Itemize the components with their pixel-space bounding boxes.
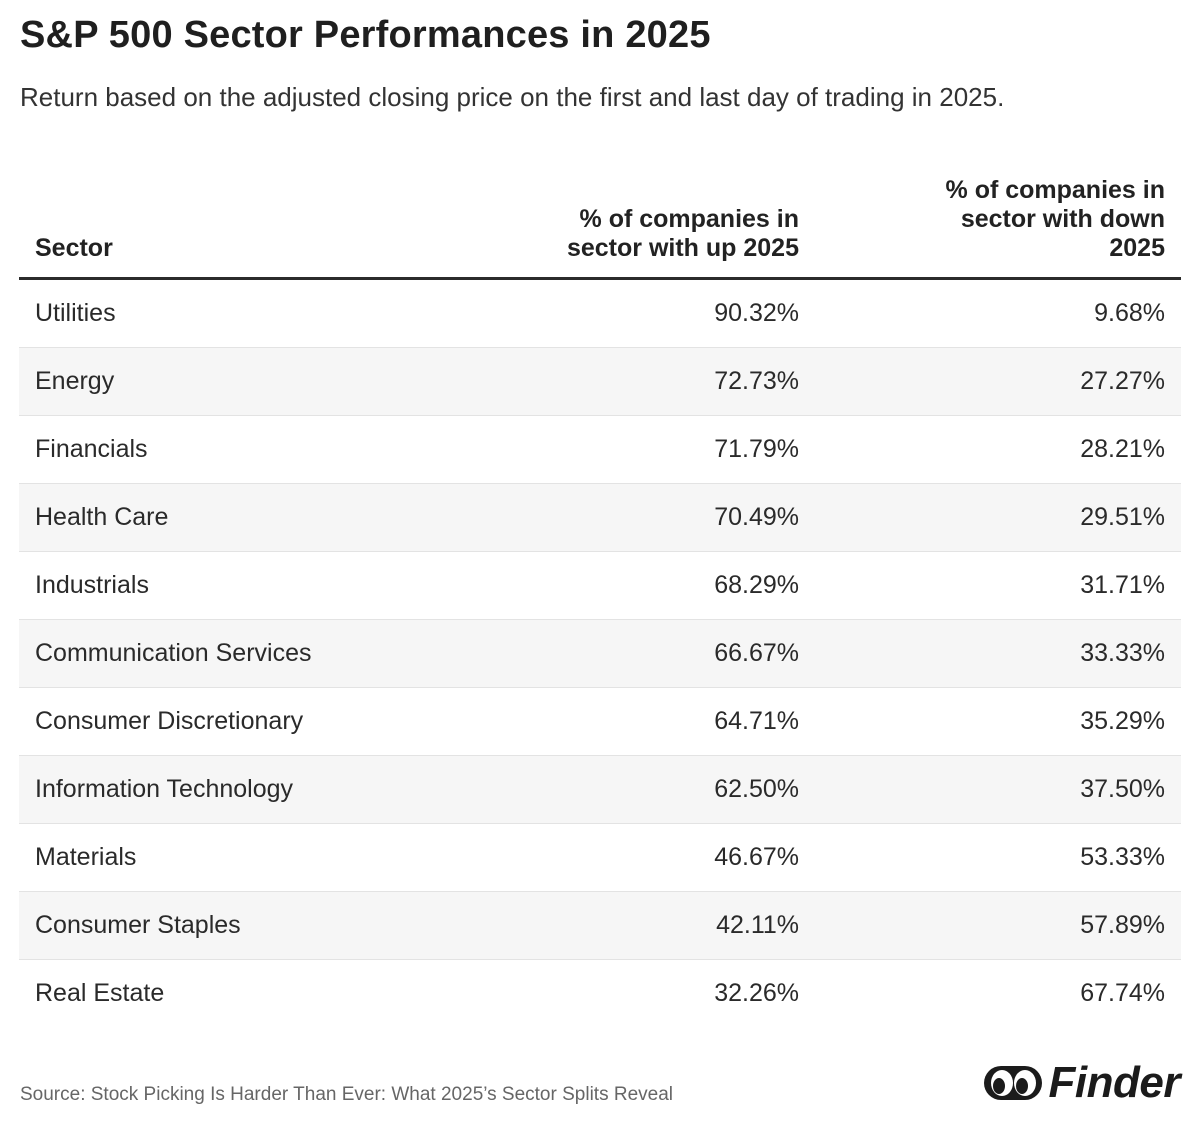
up-percent-cell: 66.67%: [714, 639, 799, 667]
finder-eyes-icon: [983, 1063, 1043, 1103]
down-percent-cell: 53.33%: [1080, 843, 1165, 871]
down-percent-cell: 28.21%: [1080, 435, 1165, 463]
down-percent-cell: 35.29%: [1080, 707, 1165, 735]
sector-table: Sector % of companies in sector with up 2…: [19, 160, 1181, 1027]
column-header-down: % of companies in sector with down 2025: [945, 176, 1165, 262]
sector-cell: Utilities: [35, 299, 116, 327]
sector-cell: Information Technology: [35, 775, 294, 803]
up-percent-cell: 70.49%: [714, 503, 799, 531]
down-percent-cell: 67.74%: [1080, 979, 1165, 1007]
table-row: Consumer Staples 42.11% 57.89%: [19, 892, 1181, 960]
down-percent-cell: 33.33%: [1080, 639, 1165, 667]
up-percent-cell: 46.67%: [714, 843, 799, 871]
sector-cell: Consumer Discretionary: [35, 707, 304, 735]
up-percent-cell: 32.26%: [714, 979, 799, 1007]
page-title: S&P 500 Sector Performances in 2025: [20, 14, 711, 56]
down-percent-cell: 29.51%: [1080, 503, 1165, 531]
column-header-sector: Sector: [35, 234, 113, 262]
source-note: Source: Stock Picking Is Harder Than Eve…: [20, 1084, 673, 1105]
table-row: Utilities 90.32% 9.68%: [19, 280, 1181, 348]
table-row: Financials 71.79% 28.21%: [19, 416, 1181, 484]
down-percent-cell: 37.50%: [1080, 775, 1165, 803]
sector-cell: Health Care: [35, 503, 169, 531]
finder-logo: Finder: [983, 1058, 1181, 1108]
table-row: Communication Services 66.67% 33.33%: [19, 620, 1181, 688]
down-percent-cell: 31.71%: [1080, 571, 1165, 599]
table-row: Materials 46.67% 53.33%: [19, 824, 1181, 892]
sector-cell: Consumer Staples: [35, 911, 241, 939]
up-percent-cell: 64.71%: [714, 707, 799, 735]
sector-cell: Materials: [35, 843, 137, 871]
sector-cell: Energy: [35, 367, 115, 395]
down-percent-cell: 27.27%: [1080, 367, 1165, 395]
table-header: Sector % of companies in sector with up 2…: [19, 160, 1181, 280]
sector-cell: Industrials: [35, 571, 149, 599]
sector-cell: Real Estate: [35, 979, 165, 1007]
column-header-up: % of companies in sector with up 2025: [566, 205, 799, 262]
up-percent-cell: 42.11%: [716, 911, 799, 939]
down-percent-cell: 9.68%: [1094, 299, 1165, 327]
table-row: Real Estate 32.26% 67.74%: [19, 960, 1181, 1027]
table-row: Energy 72.73% 27.27%: [19, 348, 1181, 416]
table-row: Industrials 68.29% 31.71%: [19, 552, 1181, 620]
up-percent-cell: 90.32%: [714, 299, 799, 327]
sector-cell: Financials: [35, 435, 148, 463]
table-body: Utilities 90.32% 9.68% Energy 72.73% 27.27% Fi…: [19, 280, 1181, 1027]
table-row: Consumer Discretionary 64.71% 35.29%: [19, 688, 1181, 756]
table-row: Information Technology 62.50% 37.50%: [19, 756, 1181, 824]
page-subtitle: Return based on the adjusted closing pri…: [20, 82, 1005, 112]
up-percent-cell: 71.79%: [714, 435, 799, 463]
logo-wordmark: Finder: [1048, 1058, 1181, 1107]
up-percent-cell: 68.29%: [714, 571, 799, 599]
up-percent-cell: 72.73%: [714, 367, 799, 395]
sector-cell: Communication Services: [35, 639, 312, 667]
down-percent-cell: 57.89%: [1080, 911, 1165, 939]
table-row: Health Care 70.49% 29.51%: [19, 484, 1181, 552]
up-percent-cell: 62.50%: [714, 775, 799, 803]
